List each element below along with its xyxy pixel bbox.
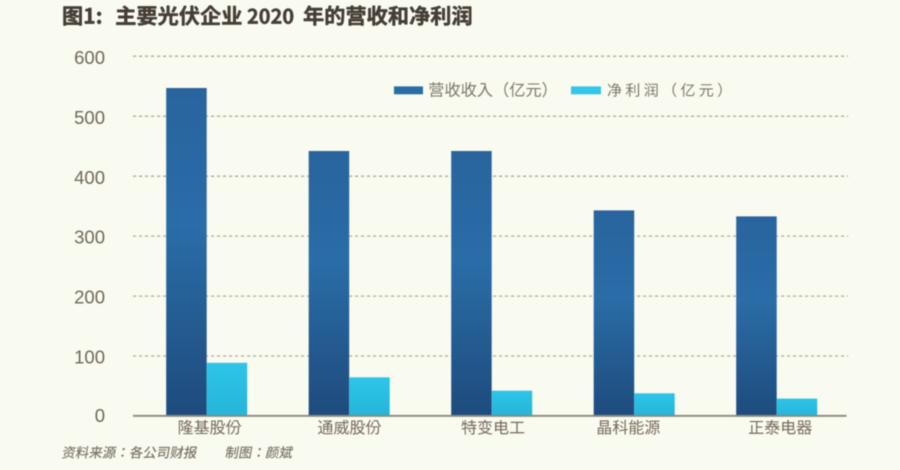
svg-text:500: 500 [74,107,105,128]
svg-text:0: 0 [95,405,105,426]
svg-text:300: 300 [74,227,105,248]
svg-text:200: 200 [74,287,105,308]
svg-text:600: 600 [74,47,105,68]
svg-text:400: 400 [74,167,105,188]
svg-text:100: 100 [74,347,105,368]
